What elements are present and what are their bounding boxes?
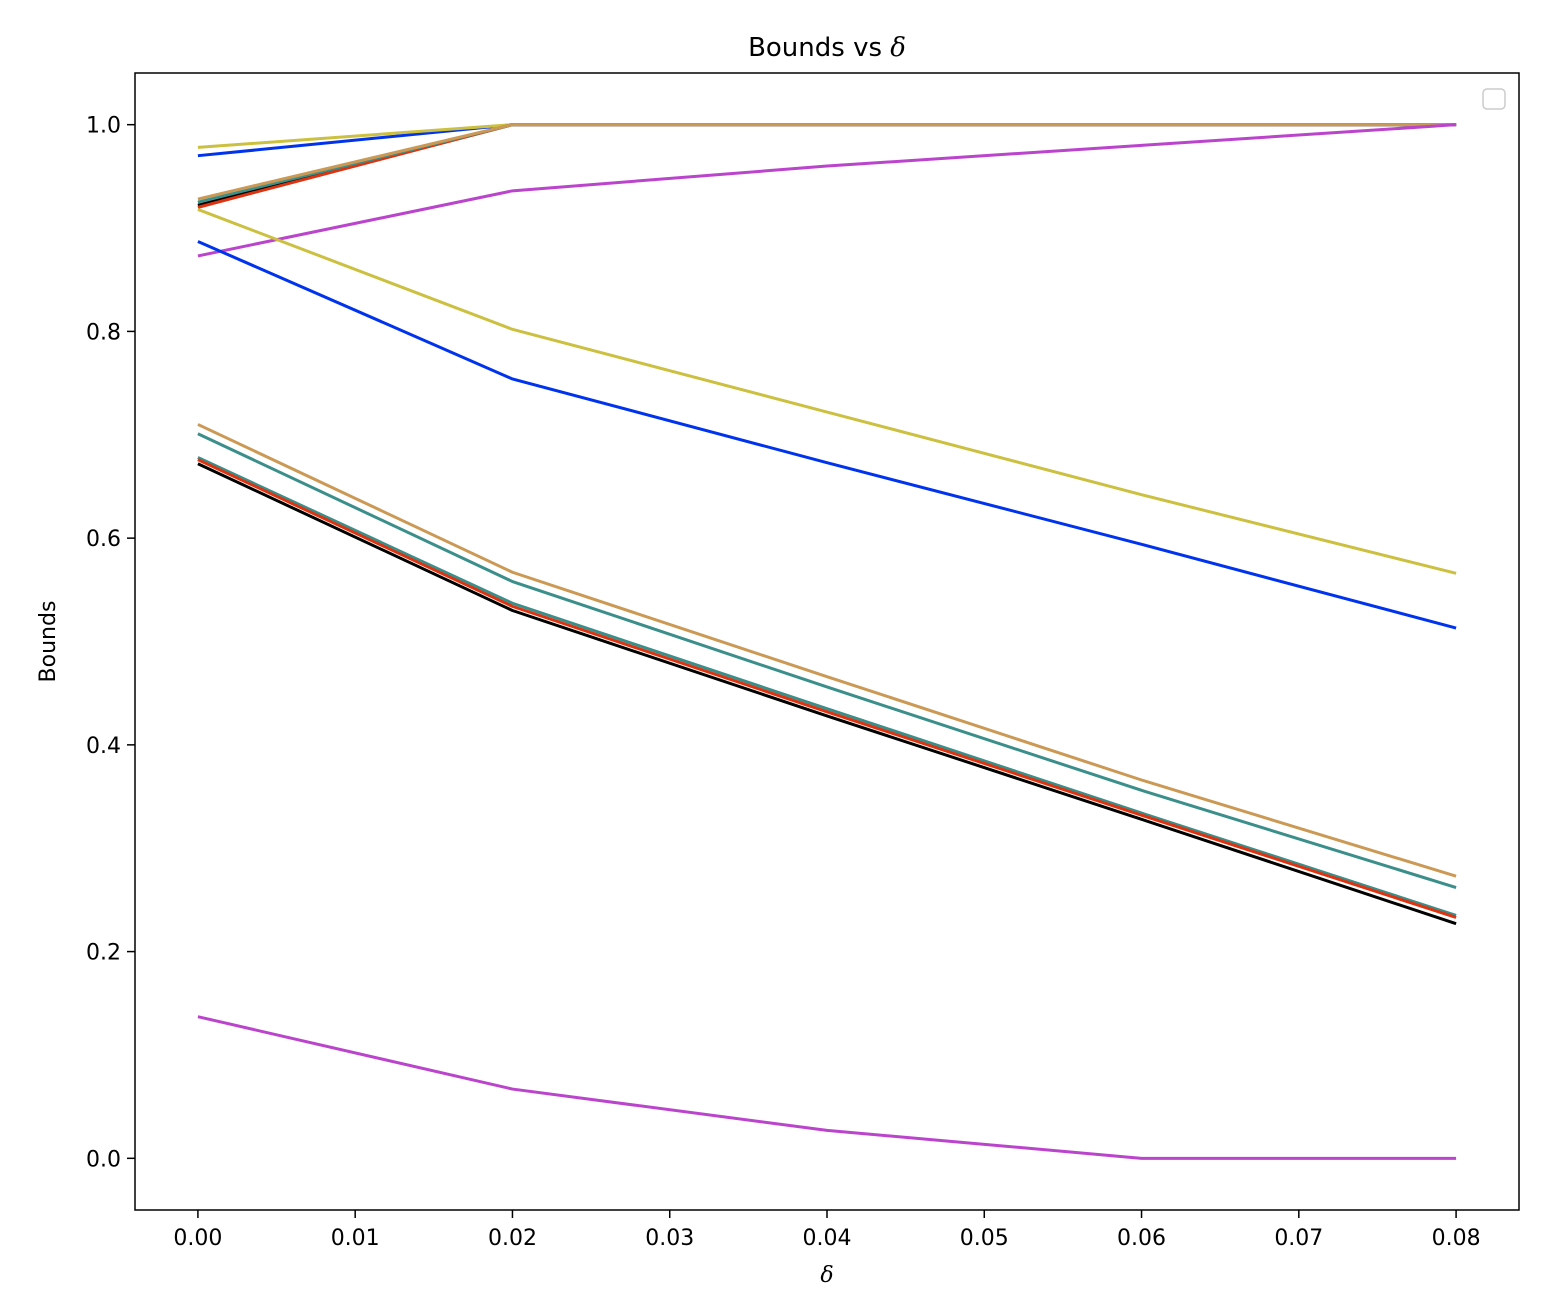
chart-title: Bounds vs δ xyxy=(748,33,906,63)
legend-box xyxy=(1482,88,1506,110)
series-line-14 xyxy=(197,1015,1457,1160)
x-axis-label: δ xyxy=(820,1263,833,1288)
y-tick-label: 0.2 xyxy=(86,941,121,966)
plot-frame xyxy=(134,72,1520,1211)
x-tick-label: 0.02 xyxy=(488,1226,537,1251)
series-line-13 xyxy=(197,462,1457,926)
series-line-6 xyxy=(197,123,1457,258)
y-tick-label: 0.0 xyxy=(86,1147,121,1172)
x-tick-label: 0.07 xyxy=(1274,1226,1323,1251)
y-tick-label: 0.6 xyxy=(86,527,121,552)
x-tick-label: 0.06 xyxy=(1117,1226,1166,1251)
y-axis-label: Bounds xyxy=(36,601,61,683)
x-tick-label: 0.00 xyxy=(173,1226,222,1251)
series-line-5 xyxy=(197,123,1457,201)
series-line-10 xyxy=(197,432,1457,889)
x-tick-label: 0.05 xyxy=(960,1226,1009,1251)
series-line-7 xyxy=(197,208,1457,575)
y-tick-label: 0.4 xyxy=(86,734,121,759)
x-tick-label: 0.01 xyxy=(331,1226,380,1251)
series-line-11 xyxy=(197,456,1457,917)
series-line-12 xyxy=(197,458,1457,919)
y-tick-label: 1.0 xyxy=(86,114,121,139)
series-line-9 xyxy=(197,423,1457,878)
x-tick-label: 0.04 xyxy=(803,1226,852,1251)
chart-title-text: Bounds vs xyxy=(748,33,890,63)
x-ticks: 0.00 0.01 0.02 0.03 0.04 0.05 0.06 0.07 0.08 xyxy=(173,1210,1481,1251)
series-line-0 xyxy=(197,123,1457,158)
x-tick-label: 0.03 xyxy=(645,1226,694,1251)
x-tick-label: 0.08 xyxy=(1432,1226,1481,1251)
series-line-8 xyxy=(197,240,1457,630)
series-layer xyxy=(197,123,1457,1160)
y-ticks: 0.0 0.2 0.4 0.6 0.8 1.0 xyxy=(86,114,135,1172)
chart-title-symbol: δ xyxy=(890,33,906,63)
y-tick-label: 0.8 xyxy=(86,320,121,345)
